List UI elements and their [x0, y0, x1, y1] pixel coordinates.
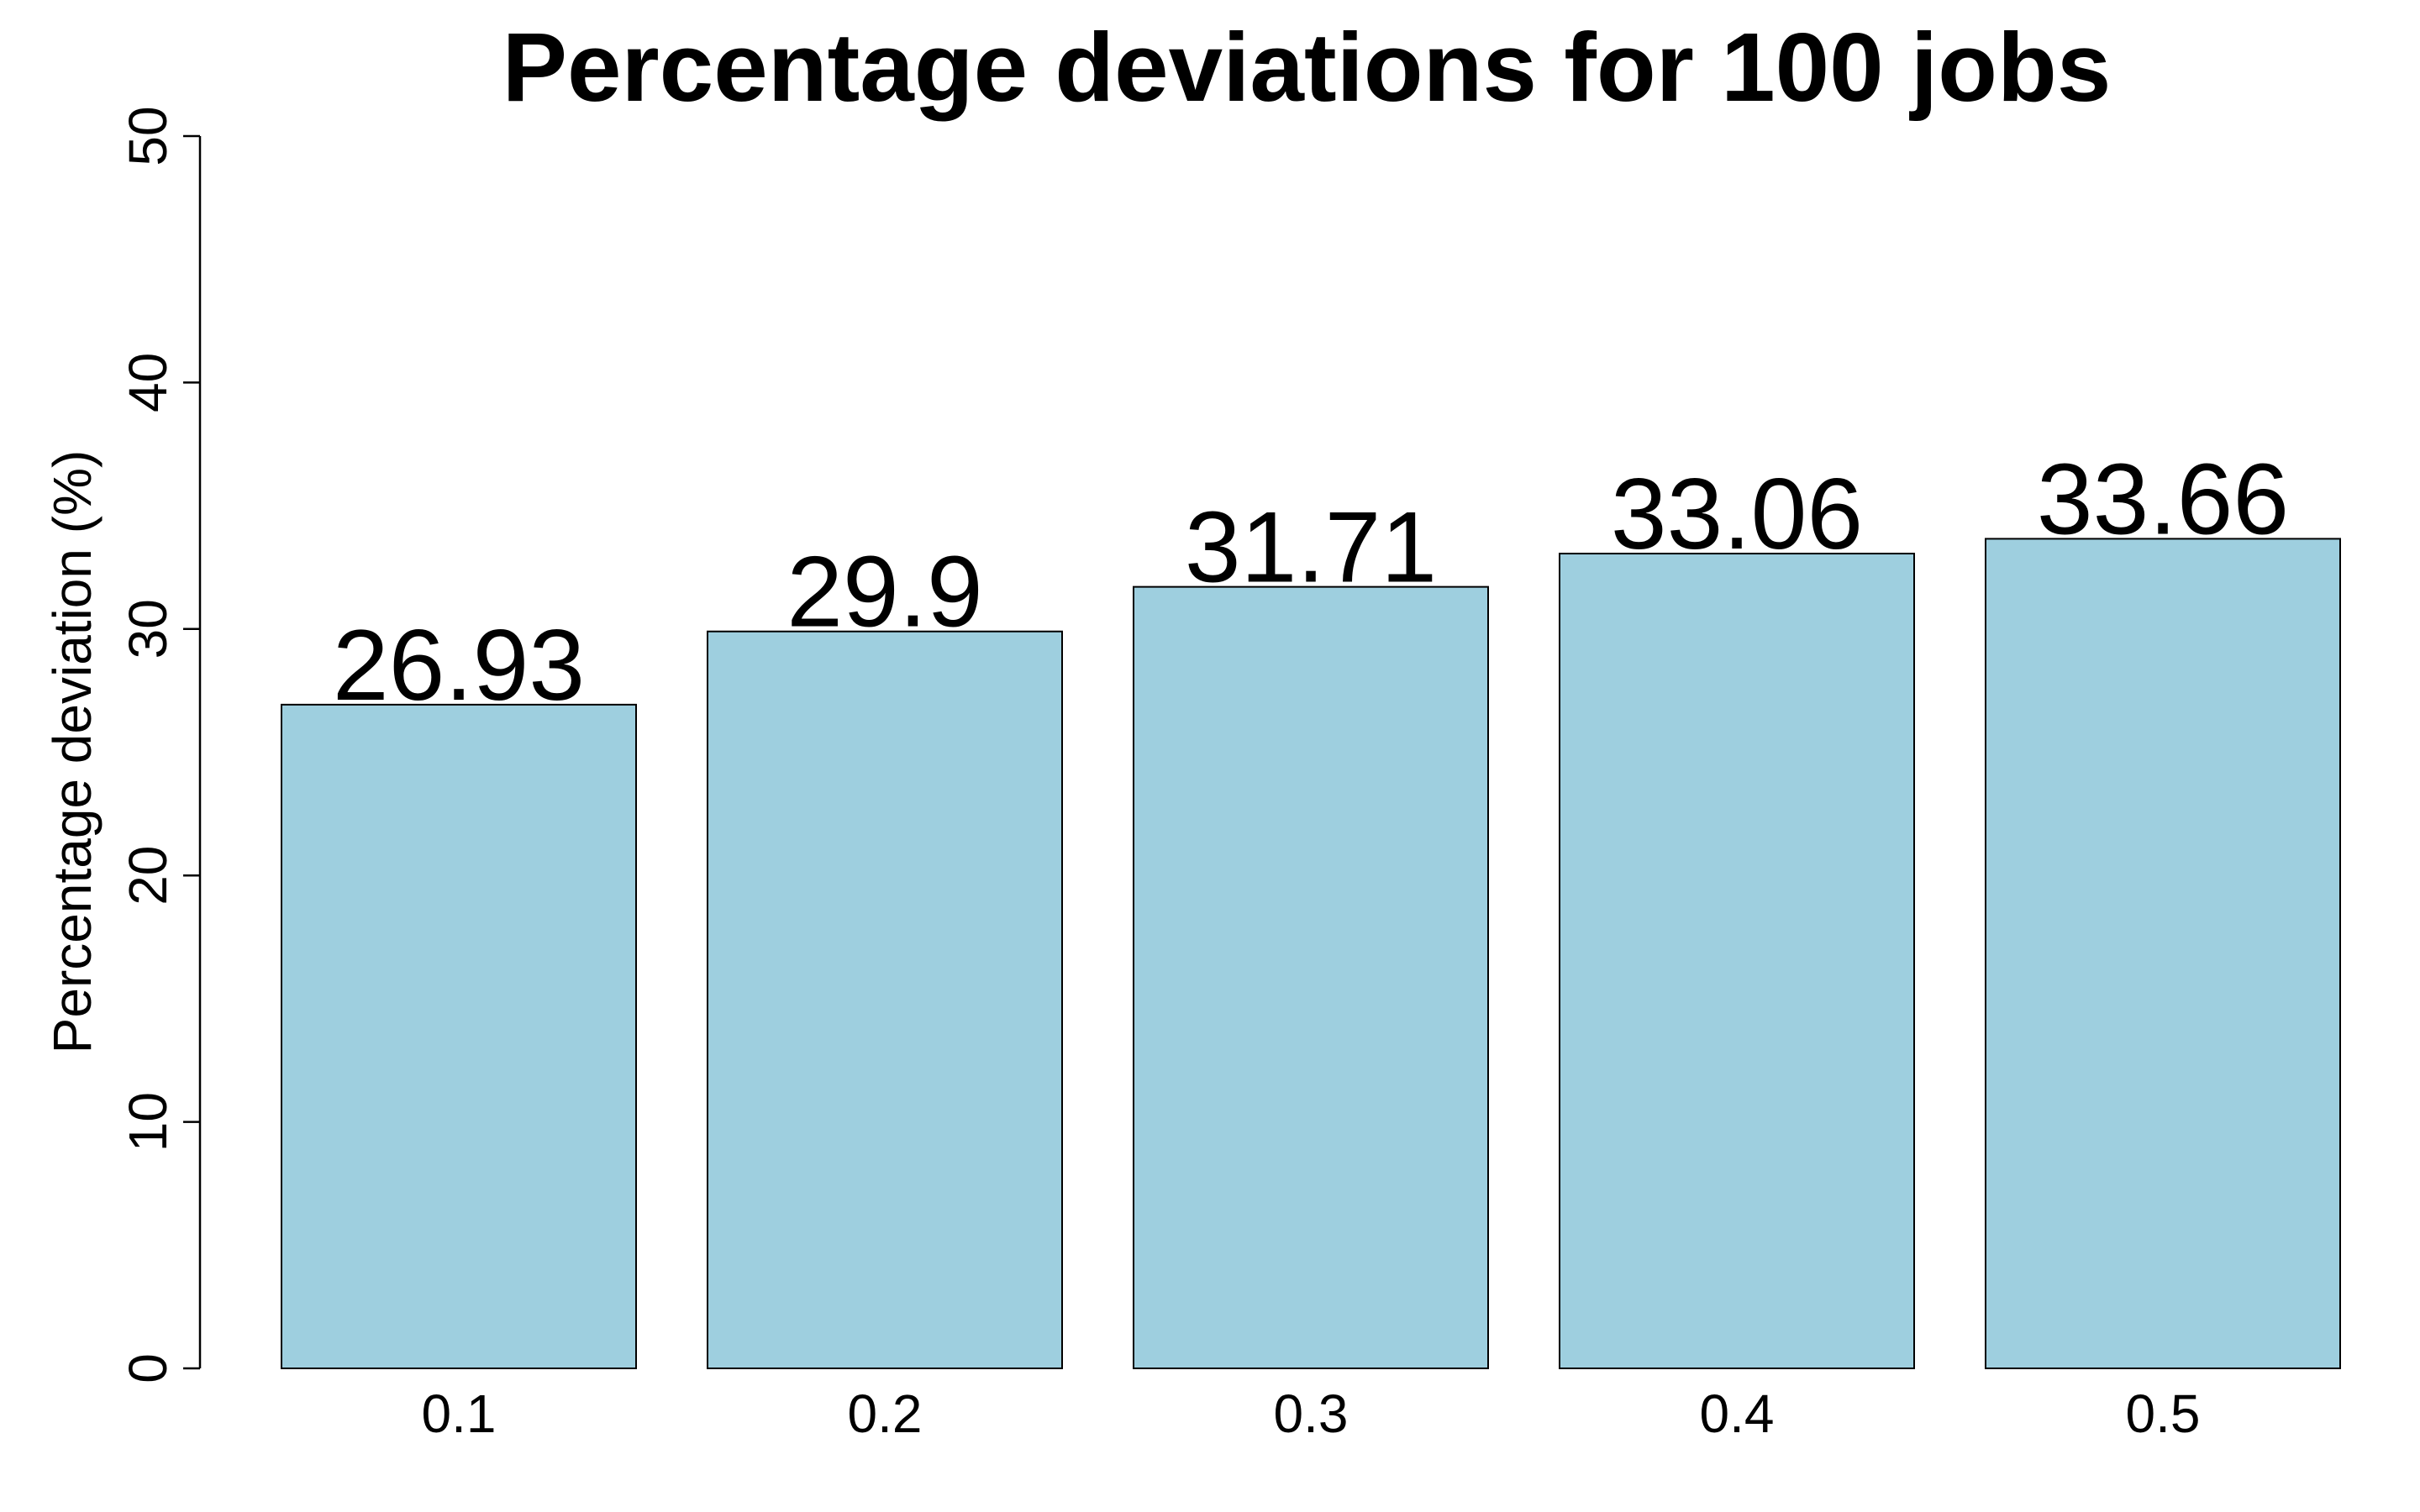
bar-0.3 — [1133, 585, 1489, 1369]
x-axis-tick-label: 0.1 — [422, 1383, 497, 1444]
bar-0.4 — [1559, 553, 1915, 1369]
bar-value-labels: 26.93 29.9 31.71 33.06 33.66 — [333, 443, 2289, 721]
x-axis-tick-label: 0.4 — [1700, 1383, 1775, 1444]
y-axis-tick-label: 20 — [118, 846, 178, 906]
x-axis-tick-label: 0.2 — [848, 1383, 923, 1444]
y-axis-tick-label: 50 — [118, 106, 178, 165]
y-axis: 0 10 20 30 40 50 — [118, 106, 202, 1383]
bar-0.2 — [707, 630, 1063, 1369]
bar-value-label: 33.06 — [1611, 458, 1863, 570]
y-axis-tick-label: 40 — [118, 353, 178, 412]
x-axis-tick-labels: 0.1 0.2 0.3 0.4 0.5 — [422, 1383, 2201, 1444]
y-axis-tick-label: 0 — [118, 1353, 178, 1383]
chart-title: Percentage deviations for 100 jobs — [502, 13, 2112, 122]
bar-value-label: 33.66 — [2037, 443, 2289, 555]
bar-value-label: 29.9 — [786, 536, 983, 648]
bar-0.1 — [281, 703, 637, 1369]
bar-value-label: 26.93 — [333, 609, 585, 722]
y-axis-label: Percentage deviation (%) — [42, 450, 103, 1054]
y-axis-tick-label: 10 — [118, 1092, 178, 1152]
y-axis-tick-label: 30 — [118, 599, 178, 659]
x-axis-tick-label: 0.3 — [1274, 1383, 1349, 1444]
bar-series — [281, 538, 2341, 1369]
bar-value-label: 31.71 — [1185, 491, 1437, 604]
x-axis-tick-label: 0.5 — [2126, 1383, 2201, 1444]
bar-0.5 — [1985, 538, 2341, 1369]
